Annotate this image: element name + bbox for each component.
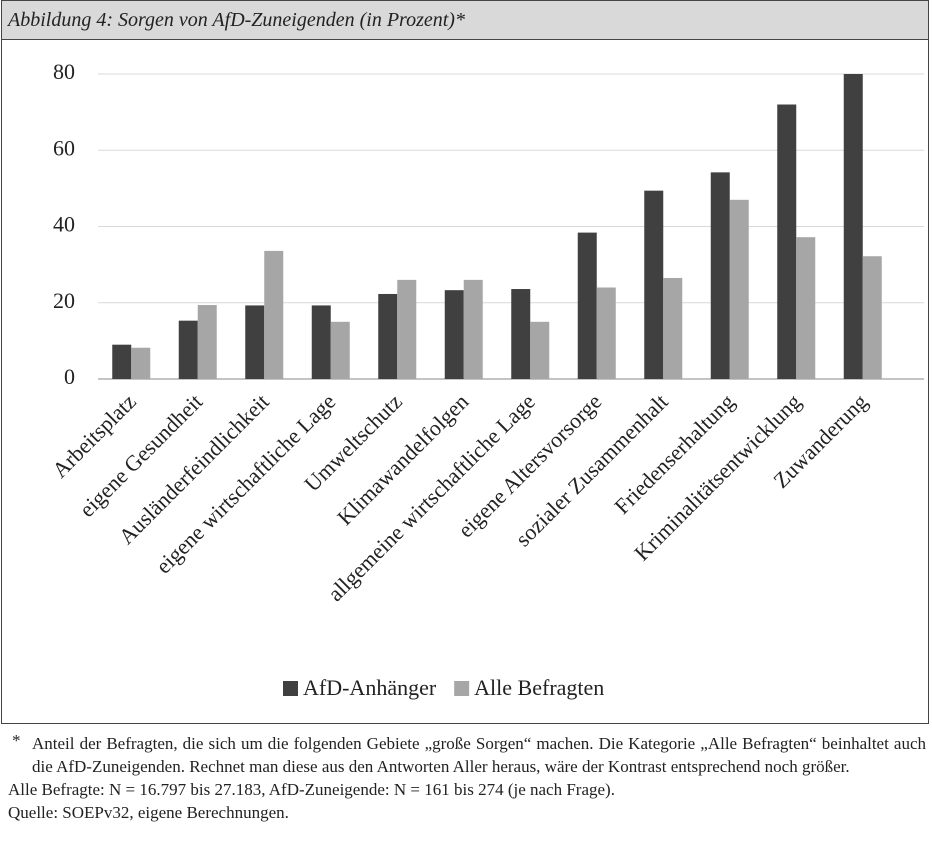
- bar: [596, 287, 616, 379]
- y-tick-label: 40: [53, 212, 75, 237]
- y-tick-label: 0: [64, 364, 75, 389]
- bar: [245, 305, 265, 379]
- footnote: * Anteil der Befragten, die sich um die f…: [8, 731, 926, 778]
- bar: [131, 347, 151, 379]
- legend-swatch: [283, 681, 298, 696]
- bar: [264, 250, 284, 379]
- bar: [577, 232, 597, 379]
- bar: [777, 104, 797, 379]
- source-note: Quelle: SOEPv32, eigene Berechnungen.: [8, 803, 289, 822]
- y-tick-label: 80: [53, 59, 75, 84]
- bar: [112, 344, 132, 379]
- footnotes: * Anteil der Befragten, die sich um die f…: [8, 731, 926, 824]
- bar: [862, 256, 882, 379]
- bar: [796, 237, 816, 379]
- figure-title: Abbildung 4: Sorgen von AfD-Zuneigenden …: [2, 1, 928, 40]
- bar: [311, 305, 331, 379]
- y-tick-label: 20: [53, 288, 75, 313]
- bar: [444, 290, 464, 379]
- bar: [178, 320, 198, 379]
- bar: [644, 190, 664, 379]
- figure-frame: Abbildung 4: Sorgen von AfD-Zuneigenden …: [1, 0, 929, 724]
- bar: [729, 199, 749, 379]
- bar: [330, 321, 350, 379]
- bar: [530, 321, 550, 379]
- bar: [397, 279, 417, 379]
- sample-note: Alle Befragte: N = 16.797 bis 27.183, Af…: [8, 780, 615, 799]
- bar: [197, 305, 217, 379]
- bar: [463, 279, 483, 379]
- footnote-text: Anteil der Befragten, die sich um die fo…: [32, 734, 926, 776]
- footnote-marker: *: [12, 731, 21, 750]
- bar: [378, 293, 398, 379]
- legend-label: AfD-Anhänger: [303, 675, 437, 700]
- legend-swatch: [454, 681, 470, 696]
- x-tick-label: eigene Gesundheit: [74, 389, 207, 522]
- bar: [843, 74, 863, 379]
- bar: [511, 289, 531, 379]
- x-tick-label: Friedenserhaltung: [609, 389, 739, 519]
- legend-label: Alle Befragten: [474, 675, 604, 700]
- y-tick-label: 60: [53, 135, 75, 160]
- bar: [663, 277, 683, 379]
- bar: [710, 172, 730, 379]
